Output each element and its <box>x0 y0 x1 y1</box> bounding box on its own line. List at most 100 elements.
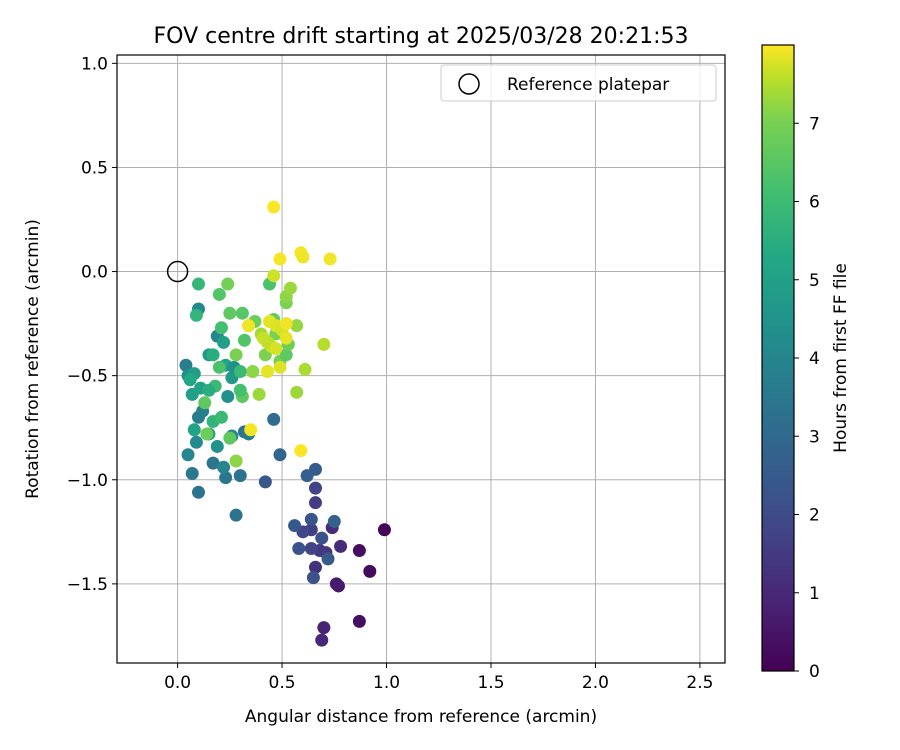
data-point <box>191 277 205 291</box>
data-point <box>212 360 226 374</box>
colorbar-tick-label: 2 <box>809 506 820 526</box>
data-point <box>294 444 308 458</box>
data-point <box>246 364 260 378</box>
colorbar-tick-label: 5 <box>809 271 820 291</box>
x-tick-label: 1.0 <box>373 673 400 693</box>
data-point <box>217 335 231 349</box>
y-tick-label: 1.0 <box>81 54 108 74</box>
data-point <box>377 523 391 537</box>
data-point <box>317 337 331 351</box>
data-point <box>210 439 224 453</box>
data-point <box>206 348 220 362</box>
colorbar-tick-label: 0 <box>809 662 820 682</box>
data-point <box>267 200 281 214</box>
data-point <box>306 571 320 585</box>
data-point <box>181 448 195 462</box>
data-point <box>315 531 329 545</box>
data-point <box>233 383 247 397</box>
data-point <box>323 252 337 266</box>
y-tick-label: −1.5 <box>67 575 108 595</box>
data-point <box>191 485 205 499</box>
data-point <box>352 614 366 628</box>
data-point <box>334 539 348 553</box>
data-point <box>279 331 293 345</box>
data-point <box>223 306 237 320</box>
data-point <box>200 427 214 441</box>
data-point <box>300 469 314 483</box>
colorbar-label: Hours from first FF file <box>831 263 851 453</box>
colorbar-gradient <box>761 44 795 672</box>
data-point <box>217 460 231 474</box>
y-tick-label: −1.0 <box>67 471 108 491</box>
data-point <box>229 508 243 522</box>
data-point <box>223 431 237 445</box>
data-point <box>244 423 258 437</box>
legend-entry: Reference platepar <box>507 75 669 95</box>
x-axis-ticks: 0.0 0.5 1.0 1.5 2.0 2.5 <box>164 663 713 693</box>
data-point <box>212 287 226 301</box>
x-axis-label: Angular distance from reference (arcmin) <box>245 707 597 727</box>
data-point <box>308 560 322 574</box>
x-tick-label: 0.0 <box>164 673 191 693</box>
data-point <box>298 362 312 376</box>
data-point <box>202 383 216 397</box>
y-axis-label: Rotation from reference (arcmin) <box>23 219 43 499</box>
data-point <box>214 410 228 424</box>
data-point <box>252 387 266 401</box>
data-point <box>290 319 304 333</box>
data-point <box>327 514 341 528</box>
data-point <box>321 552 335 566</box>
data-point <box>198 396 212 410</box>
legend: Reference platepar <box>440 64 717 102</box>
data-point <box>267 412 281 426</box>
data-point <box>221 277 235 291</box>
data-point <box>187 423 201 437</box>
data-point <box>352 544 366 558</box>
data-point <box>290 385 304 399</box>
legend-marker <box>458 73 480 95</box>
data-point <box>292 541 306 555</box>
colorbar-tick-label: 7 <box>809 114 820 134</box>
plot-frame <box>116 54 726 664</box>
y-tick-label: 0.5 <box>81 158 108 178</box>
legend-box <box>440 64 717 102</box>
data-point <box>183 373 197 387</box>
data-point <box>219 471 233 485</box>
data-point <box>315 633 329 647</box>
data-point <box>304 512 318 526</box>
y-axis-ticks: 1.0 0.5 0.0 −0.5 −1.0 −1.5 <box>67 54 117 595</box>
colorbar: 0 1 2 3 4 5 6 7 Hours from first FF file <box>761 44 851 682</box>
data-point <box>288 519 302 533</box>
data-point <box>304 541 318 555</box>
data-point <box>283 281 297 295</box>
x-tick-label: 2.0 <box>582 673 609 693</box>
colorbar-tick-label: 6 <box>809 193 820 213</box>
x-tick-label: 1.5 <box>477 673 504 693</box>
data-point <box>267 269 281 283</box>
colorbar-tick-label: 3 <box>809 427 820 447</box>
data-point <box>317 621 331 635</box>
data-point <box>296 250 310 264</box>
data-point <box>260 364 274 378</box>
data-point <box>269 342 283 356</box>
x-tick-label: 2.5 <box>686 673 713 693</box>
data-point <box>233 364 247 378</box>
grid-lines <box>117 55 725 663</box>
data-point <box>242 319 256 333</box>
colorbar-tick-label: 4 <box>809 349 820 369</box>
data-point <box>189 435 203 449</box>
data-point <box>237 333 251 347</box>
data-point <box>185 467 199 481</box>
data-points <box>179 200 391 647</box>
data-point <box>206 456 220 470</box>
y-tick-label: −0.5 <box>67 367 108 387</box>
data-point <box>229 454 243 468</box>
data-point <box>233 469 247 483</box>
data-point <box>308 496 322 510</box>
data-point <box>308 481 322 495</box>
data-point <box>273 448 287 462</box>
data-point <box>329 577 343 591</box>
data-point <box>214 321 228 335</box>
reference-marker <box>166 260 189 283</box>
